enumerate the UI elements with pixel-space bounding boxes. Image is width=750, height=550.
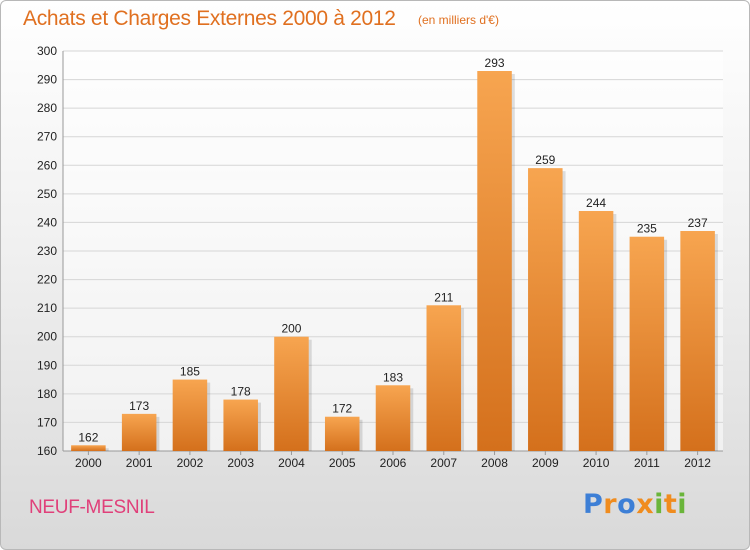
x-tick-label: 2004 [278, 456, 305, 470]
bar[interactable] [578, 211, 614, 451]
bar-value-label: 172 [332, 402, 352, 416]
bar[interactable] [324, 416, 360, 451]
bar-value-label: 183 [383, 370, 403, 384]
bar[interactable] [680, 231, 715, 451]
y-tick-label: 210 [37, 301, 57, 315]
y-tick-label: 170 [37, 415, 57, 429]
x-tick-label: 2007 [430, 456, 457, 470]
x-tick-label: 2005 [329, 456, 356, 470]
x-tick-label: 2001 [126, 456, 153, 470]
logo-letter: o [617, 489, 637, 520]
y-tick-label: 200 [37, 330, 57, 344]
y-tick-label: 220 [37, 273, 57, 287]
y-tick-label: 270 [37, 130, 57, 144]
bar[interactable] [426, 305, 462, 451]
bar[interactable] [477, 71, 512, 451]
chart-subtitle: (en milliers d'€) [418, 13, 499, 27]
y-tick-label: 190 [37, 358, 57, 372]
y-tick-label: 280 [37, 101, 57, 115]
x-tick-label: 2000 [75, 456, 102, 470]
logo-letter: r [603, 489, 618, 520]
x-tick-label: 2009 [532, 456, 559, 470]
bar-value-label: 162 [78, 430, 98, 444]
y-tick-label: 250 [37, 187, 57, 201]
x-tick-label: 2008 [481, 456, 508, 470]
logo-letter: i [677, 489, 688, 520]
y-tick-label: 180 [37, 387, 57, 401]
logo-letter: P [583, 489, 604, 520]
bar[interactable] [223, 399, 258, 451]
x-tick-label: 2012 [684, 456, 711, 470]
bar-value-label: 178 [231, 385, 251, 399]
proxiti-logo[interactable]: Proxiti [583, 489, 687, 520]
bar[interactable] [528, 168, 563, 451]
bar-value-label: 200 [281, 322, 301, 336]
bar[interactable] [629, 236, 665, 451]
bar-value-label: 259 [535, 153, 555, 167]
y-tick-label: 240 [37, 215, 57, 229]
bars: 162 173 185 178 200 172 183 211 293 259 244 235 237 [71, 56, 718, 451]
bar-value-label: 237 [688, 216, 708, 230]
bar-value-label: 235 [637, 222, 657, 236]
bar-value-label: 211 [434, 290, 453, 304]
y-tick-label: 230 [37, 244, 57, 258]
x-tick-label: 2002 [177, 456, 204, 470]
x-tick-label: 2011 [634, 456, 660, 470]
bar-value-label: 244 [586, 196, 606, 210]
bar[interactable] [121, 413, 157, 451]
bar[interactable] [71, 445, 106, 451]
x-tick-label: 2006 [380, 456, 407, 470]
y-tick-label: 160 [37, 444, 57, 458]
bar[interactable] [375, 385, 411, 451]
bar-value-label: 173 [129, 399, 149, 413]
logo-letter: i [654, 489, 664, 520]
bar-value-label: 293 [485, 56, 505, 70]
commune-name: NEUF-MESNIL [29, 497, 155, 518]
chart-title: Achats et Charges Externes 2000 à 2012 [23, 7, 396, 30]
y-axis-ticks: 160 170 180 190 200 210 220 230 240 250 260 270 280 2… [37, 44, 723, 458]
bar[interactable] [274, 336, 309, 451]
y-tick-label: 290 [37, 73, 57, 87]
logo-letter: t [663, 489, 678, 520]
x-tick-label: 2010 [583, 456, 610, 470]
bar[interactable] [172, 379, 208, 451]
bar-value-label: 185 [180, 365, 200, 379]
logo-letter: x [636, 489, 655, 520]
x-tick-label: 2003 [227, 456, 254, 470]
y-tick-label: 260 [37, 158, 57, 172]
y-tick-label: 300 [37, 44, 57, 58]
x-axis-ticks: 2000 2001 2002 2003 2004 2005 2006 2007 2008 2009… [75, 451, 711, 470]
